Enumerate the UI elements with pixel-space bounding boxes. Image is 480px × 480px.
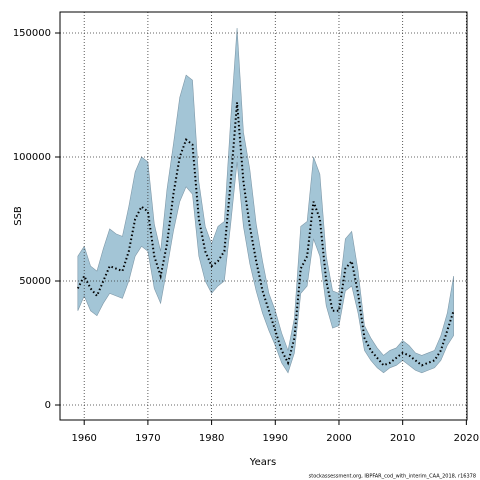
x-axis-label: Years [249, 457, 276, 468]
x-tick-label: 1990 [263, 433, 288, 444]
confidence-band [77, 28, 454, 374]
y-tick-label: 100000 [13, 152, 51, 163]
x-tick-label: 2010 [390, 433, 415, 444]
y-tick-label: 150000 [13, 28, 51, 39]
footnote: stockassessment.org, IBPFAR_cod_with_int… [309, 474, 476, 480]
y-tick-label: 50000 [19, 276, 51, 287]
plot-frame [59, 11, 468, 421]
y-tick-label: 0 [45, 400, 51, 411]
x-tick-label: 1970 [135, 433, 160, 444]
x-tick-label: 2020 [454, 433, 479, 444]
x-tick-label: 1960 [71, 433, 96, 444]
estimate-line [76, 102, 455, 367]
y-axis-label: SSB [13, 206, 24, 226]
x-tick-label: 1980 [199, 433, 224, 444]
x-tick-label: 2000 [326, 433, 351, 444]
